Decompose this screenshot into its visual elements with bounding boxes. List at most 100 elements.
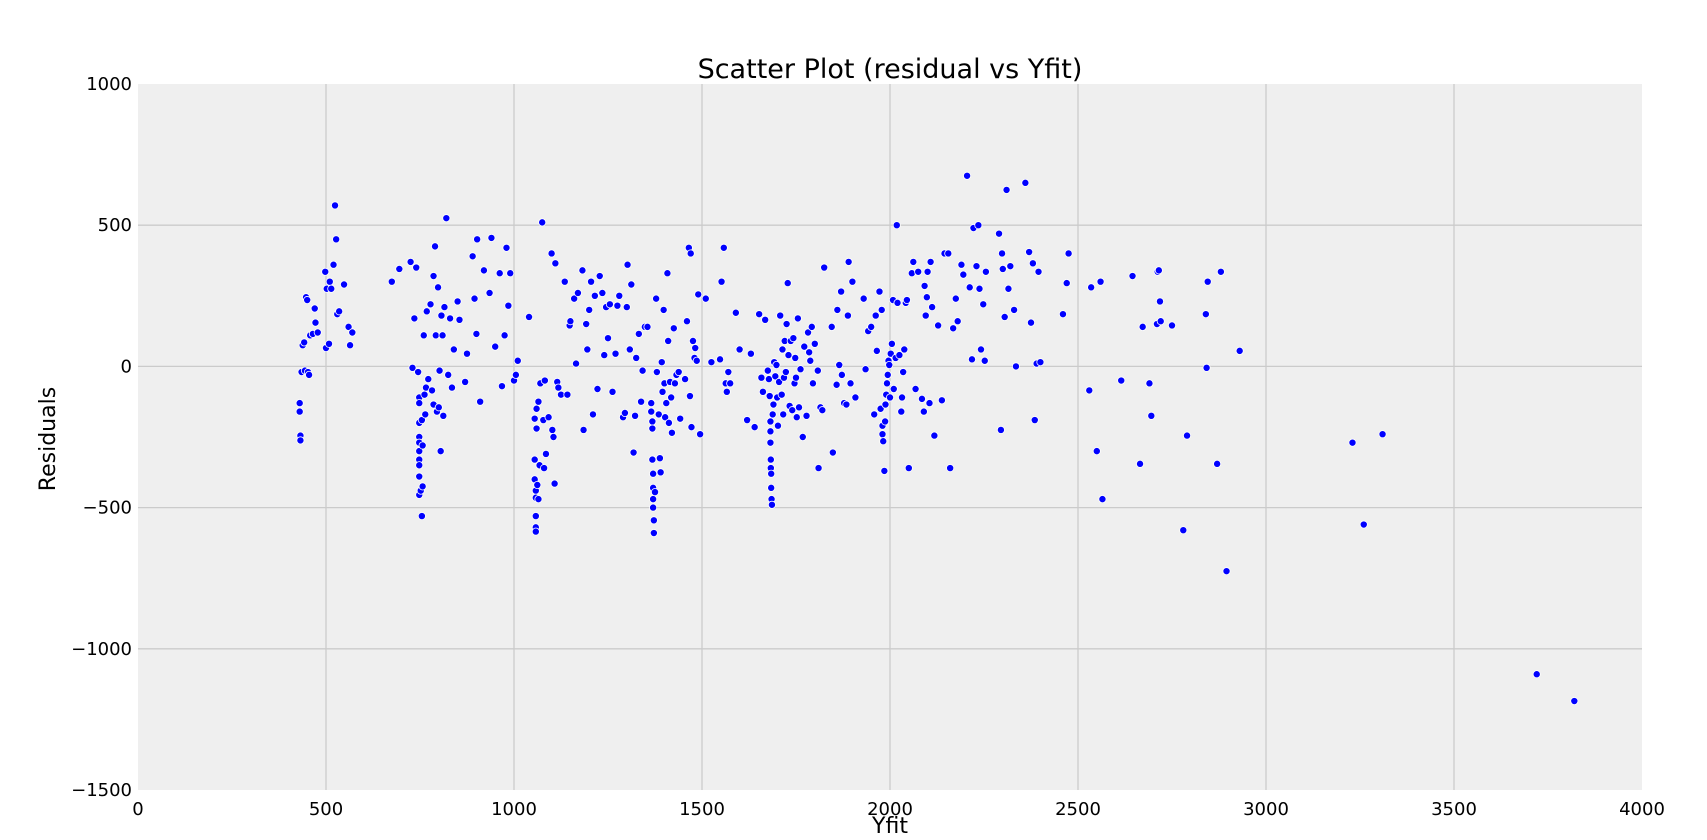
data-point xyxy=(438,331,447,340)
data-point xyxy=(340,280,349,289)
data-point xyxy=(428,386,437,395)
data-point xyxy=(648,424,657,433)
data-point xyxy=(647,399,656,408)
data-point xyxy=(470,294,479,303)
data-point xyxy=(605,300,614,309)
data-point xyxy=(348,328,357,337)
data-point xyxy=(722,387,731,396)
data-point xyxy=(627,280,636,289)
data-point xyxy=(1036,358,1045,367)
data-point xyxy=(532,424,541,433)
data-point xyxy=(792,373,801,382)
data-point xyxy=(779,410,788,419)
data-point xyxy=(1002,185,1011,194)
data-point xyxy=(909,257,918,266)
data-point xyxy=(1183,431,1192,440)
data-point xyxy=(972,262,981,271)
data-point xyxy=(643,322,652,331)
data-point xyxy=(925,399,934,408)
y-tick-label: −1500 xyxy=(71,780,132,801)
data-point xyxy=(923,267,932,276)
data-point xyxy=(426,300,435,309)
data-point xyxy=(420,390,429,399)
data-point xyxy=(844,257,853,266)
data-point xyxy=(766,455,775,464)
data-point xyxy=(707,358,716,367)
x-tick-label: 3500 xyxy=(1431,799,1477,820)
data-point xyxy=(696,430,705,439)
data-point xyxy=(750,423,759,432)
data-point xyxy=(303,296,312,305)
data-point xyxy=(613,301,622,310)
y-tick-label: −1000 xyxy=(71,639,132,660)
data-point xyxy=(434,283,443,292)
x-tick-label: 500 xyxy=(309,799,343,820)
data-point xyxy=(497,382,506,391)
data-point xyxy=(828,448,837,457)
data-point xyxy=(882,379,891,388)
data-point xyxy=(897,407,906,416)
data-point xyxy=(300,338,309,347)
data-point xyxy=(442,214,451,223)
data-point xyxy=(793,314,802,323)
data-point xyxy=(440,303,449,312)
data-point xyxy=(784,351,793,360)
data-point xyxy=(590,291,599,300)
x-tick-label: 1000 xyxy=(491,799,537,820)
data-point xyxy=(959,270,968,279)
data-point xyxy=(898,393,907,402)
data-point xyxy=(329,260,338,269)
data-point xyxy=(1098,495,1107,504)
data-point xyxy=(595,272,604,281)
data-point xyxy=(429,272,438,281)
x-tick-label: 1500 xyxy=(679,799,725,820)
data-point xyxy=(1179,526,1188,535)
data-point xyxy=(804,328,813,337)
data-point xyxy=(1348,438,1357,447)
data-point xyxy=(410,314,419,323)
data-point xyxy=(414,368,423,377)
data-point xyxy=(550,479,559,488)
data-point xyxy=(1027,318,1036,327)
data-point xyxy=(996,425,1005,434)
data-point xyxy=(435,366,444,375)
data-point xyxy=(491,342,500,351)
data-point xyxy=(967,355,976,364)
data-point xyxy=(875,287,884,296)
data-point xyxy=(1138,322,1147,331)
data-point xyxy=(735,345,744,354)
data-point xyxy=(766,427,775,436)
data-point xyxy=(1136,459,1145,468)
data-point xyxy=(669,324,678,333)
data-point xyxy=(1154,266,1163,275)
data-point xyxy=(661,413,670,422)
data-point xyxy=(313,328,322,337)
data-point xyxy=(795,403,804,412)
data-point xyxy=(974,221,983,230)
data-point xyxy=(531,527,540,536)
data-point xyxy=(877,305,886,314)
data-point xyxy=(418,482,427,491)
data-point xyxy=(907,269,916,278)
data-point xyxy=(833,305,842,314)
data-point xyxy=(658,387,667,396)
data-point xyxy=(417,512,426,521)
data-point xyxy=(649,495,658,504)
data-point xyxy=(585,305,594,314)
data-point xyxy=(1085,386,1094,395)
data-point xyxy=(531,512,540,521)
data-point xyxy=(495,269,504,278)
data-point xyxy=(421,410,430,419)
data-point xyxy=(814,464,823,473)
data-point xyxy=(980,356,989,365)
data-point xyxy=(930,431,939,440)
data-point xyxy=(573,288,582,297)
data-point xyxy=(548,425,557,434)
data-point xyxy=(805,348,814,357)
data-point xyxy=(395,264,404,273)
x-tick-label: 4000 xyxy=(1619,799,1665,820)
data-point xyxy=(716,355,725,364)
data-point xyxy=(782,320,791,329)
data-point xyxy=(757,373,766,382)
